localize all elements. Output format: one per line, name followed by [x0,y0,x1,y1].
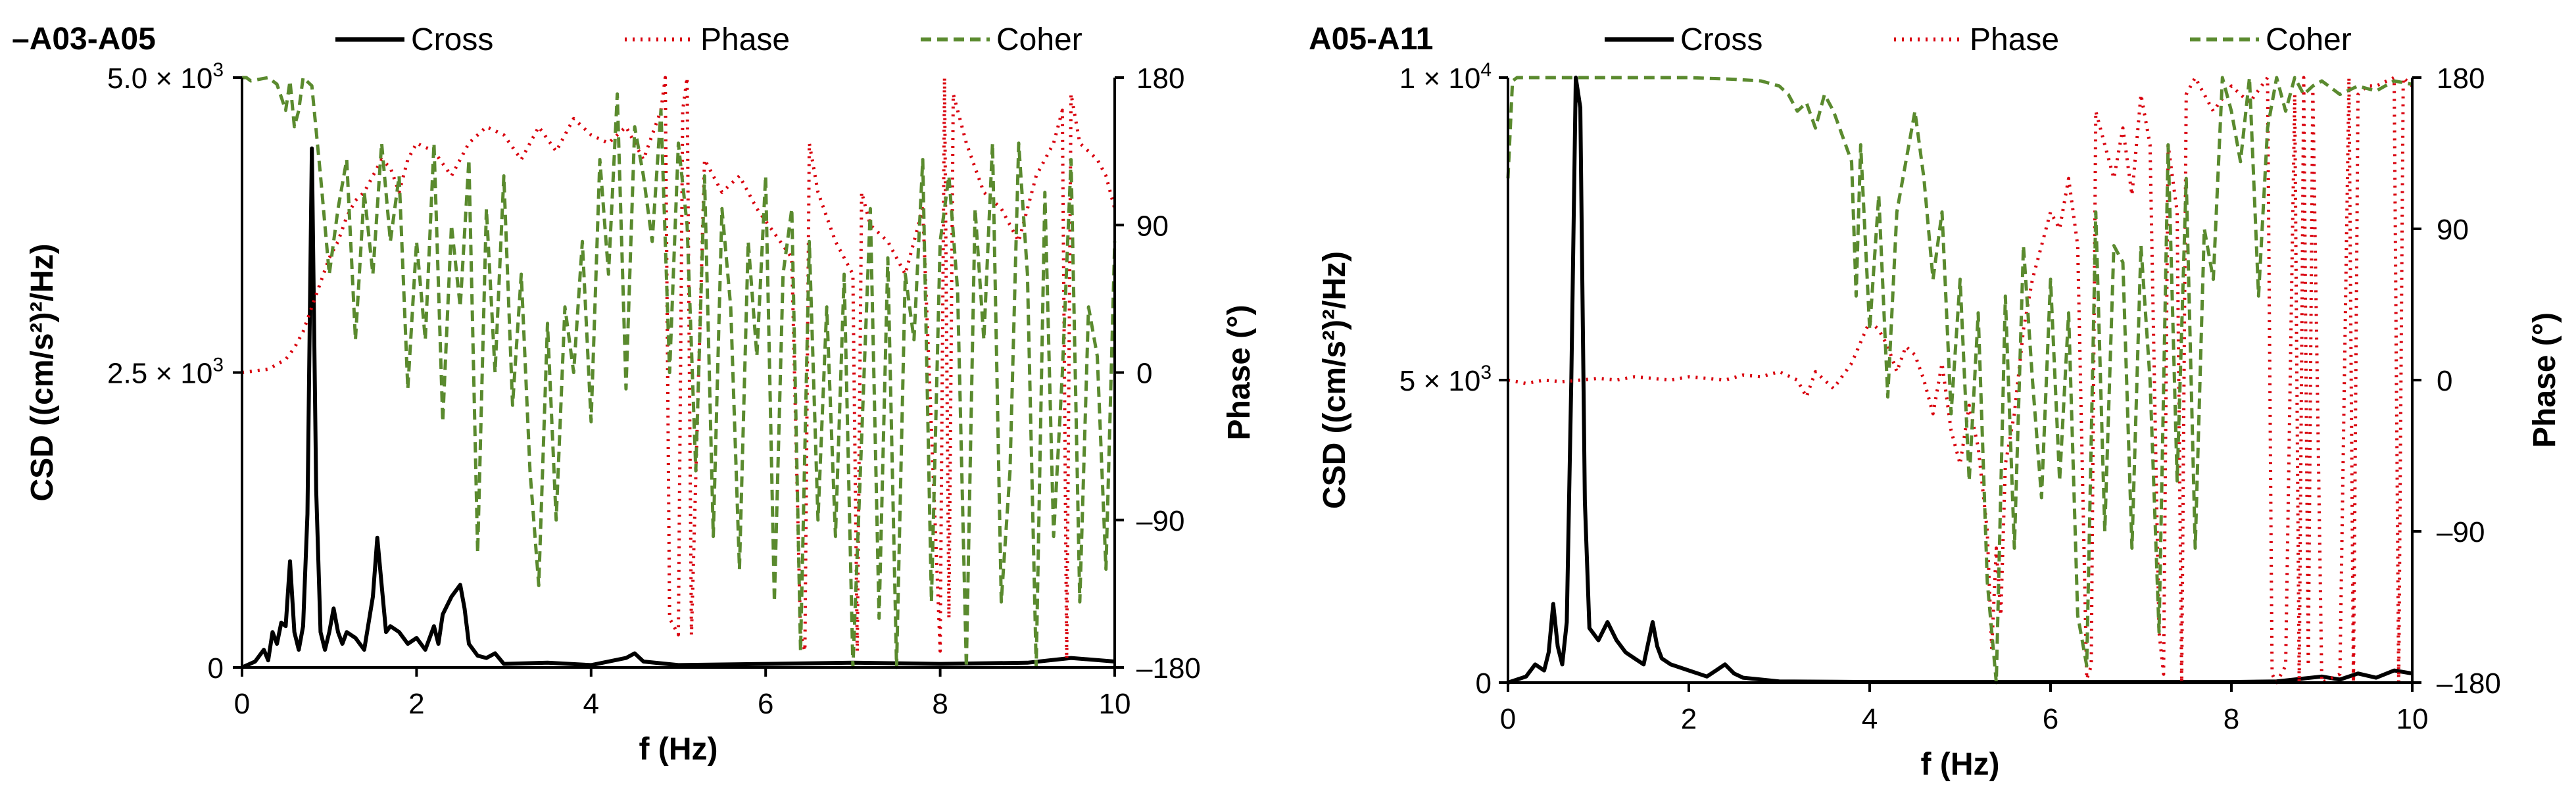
y-tick-label: 2.5 × 103 [107,354,224,390]
y2-tick-label: 0 [2437,365,2452,397]
legend-label-phase: Phase [700,22,790,57]
chart-panel-1: 0 2 4 6 8 10 0 2.5 × 103 5.0 × 103 180 90 0 –90 –180 f… [12,22,1257,767]
series-phase-line [1507,76,2414,685]
y2-tick-label: –90 [1136,505,1184,537]
y2-tick-label: –180 [2437,667,2501,700]
x-tick-label: 10 [1099,688,1131,720]
y2-tick-label: 90 [2437,214,2469,246]
legend-label-coher: Coher [2266,22,2352,57]
legend-label-cross: Cross [1680,22,1762,57]
y-axis-title: CSD ((cm/s²)²/Hz) [25,244,60,502]
x-tick-label: 0 [234,688,250,720]
legend-label-phase: Phase [1970,22,2059,57]
panel-title: A05-A11 [1309,22,1433,57]
x-tick-label: 2 [1681,703,1697,735]
y2-tick-label: 180 [1136,62,1184,95]
y-tick-label: 1 × 104 [1399,59,1492,95]
x-tick-label: 6 [758,688,773,720]
y-tick-label: 5.0 × 103 [107,59,224,95]
x-axis-title: f (Hz) [1921,747,2000,782]
x-tick-label: 4 [583,688,599,720]
x-tick-label: 8 [932,688,948,720]
chart-panel-2: 0 2 4 6 8 10 0 5 × 103 1 × 104 180 90 0 –90 –180 f (Hz… [1309,22,2562,782]
series-coher-line [1506,76,2413,685]
y-tick-label: 5 × 103 [1399,362,1492,397]
y2-axis-title: Phase (°) [1222,305,1257,441]
series-coher-line [242,76,1117,669]
x-tick-label: 4 [1862,703,1878,735]
legend-label-coher: Coher [996,22,1082,57]
x-tick-label: 6 [2043,703,2058,735]
y-tick-label: 0 [1476,667,1492,700]
x-axis-title: f (Hz) [639,732,718,767]
legend: Cross Phase Coher [1605,22,2352,57]
y2-axis-title: Phase (°) [2527,312,2562,448]
legend-label-cross: Cross [411,22,493,57]
panel-title: –A03-A05 [12,22,156,57]
series-cross-line [241,146,1115,669]
y-tick-label: 0 [208,652,224,685]
legend: Cross Phase Coher [335,22,1082,57]
y2-tick-label: –90 [2437,516,2485,548]
series-cross-line [1507,76,2413,685]
x-tick-label: 8 [2224,703,2239,735]
x-tick-label: 2 [408,688,424,720]
y2-tick-label: 90 [1136,210,1169,242]
x-tick-label: 10 [2396,703,2429,735]
y2-tick-label: 180 [2437,62,2485,95]
y-axis-title: CSD ((cm/s²)²/Hz) [1317,251,1352,509]
x-tick-label: 0 [1500,703,1516,735]
y2-tick-label: 0 [1136,358,1152,390]
y2-tick-label: –180 [1136,652,1201,685]
